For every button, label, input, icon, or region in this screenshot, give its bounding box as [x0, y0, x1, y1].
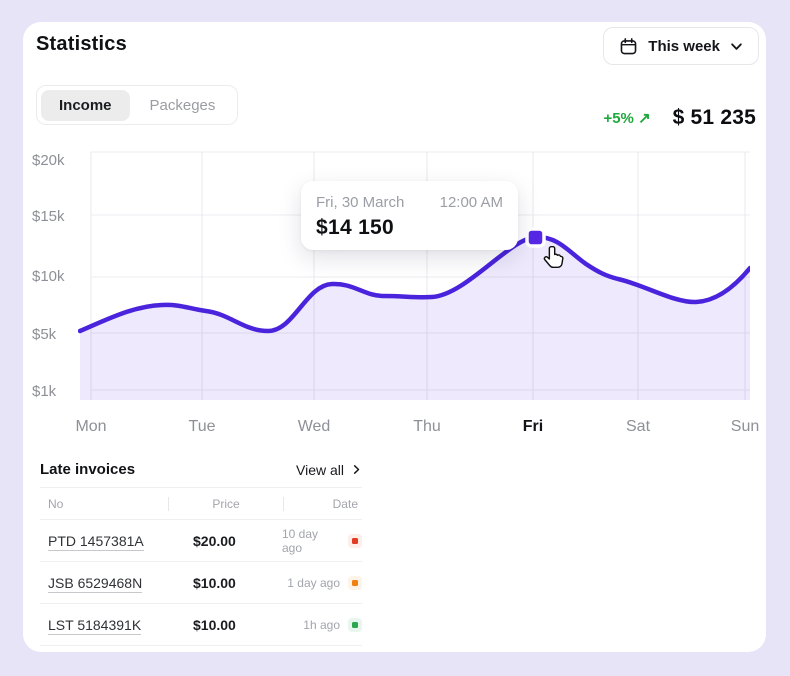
chevron-down-icon	[730, 40, 743, 53]
y-tick: $5k	[32, 326, 57, 343]
calendar-icon	[619, 37, 638, 56]
chart-line	[77, 234, 753, 334]
invoice-number-link[interactable]: JSB 6529468N	[48, 574, 143, 593]
data-point-marker	[525, 227, 546, 248]
late-invoices-title: Late invoices	[40, 461, 136, 478]
invoice-price: $10.00	[193, 574, 236, 591]
period-selector-button[interactable]: This week	[603, 27, 759, 65]
status-dot	[352, 579, 358, 586]
status-dot	[352, 537, 359, 544]
tab-packages[interactable]: Packeges	[132, 90, 234, 121]
x-tick-sat: Sat	[625, 418, 651, 435]
total-amount: $ 51 235	[672, 106, 756, 129]
table-row: LST 5184391K $10.00 1h ago	[40, 604, 362, 646]
chart-type-toggle: Income Packeges	[36, 85, 239, 125]
status-dot	[352, 621, 358, 628]
period-label: This week	[648, 37, 720, 55]
invoice-number-link[interactable]: LST 5184391K	[48, 616, 142, 635]
y-tick: $15k	[32, 208, 65, 225]
column-divider	[283, 496, 284, 511]
status-badge	[348, 533, 362, 548]
chart-tooltip: Fri, 30 March 12:00 AM $14 150	[301, 181, 518, 250]
invoice-price: $10.00	[193, 616, 236, 633]
column-price: Price	[212, 496, 240, 511]
chevron-right-icon	[351, 464, 362, 475]
column-no: No	[48, 496, 64, 511]
tooltip-time: 12:00 AM	[439, 194, 503, 211]
hand-cursor-icon	[541, 244, 568, 276]
table-row: JSB 6529468N $10.00 1 day ago	[40, 562, 362, 604]
table-row: PTD 1457381A $20.00 10 day ago	[40, 520, 362, 562]
invoice-price: $20.00	[193, 532, 236, 549]
status-badge	[348, 617, 362, 632]
late-invoices-section: Late invoices View all No Price Date PTD…	[40, 452, 362, 646]
page-title: Statistics	[36, 33, 127, 55]
invoice-number-link[interactable]: PTD 1457381A	[48, 532, 144, 551]
column-date: Date	[332, 496, 358, 511]
x-tick-wed: Wed	[297, 418, 331, 435]
x-tick-fri: Fri	[522, 418, 544, 435]
x-tick-mon: Mon	[75, 418, 107, 435]
x-tick-sun: Sun	[730, 418, 760, 435]
chart-area-fill	[80, 236, 750, 400]
view-all-button[interactable]: View all	[296, 462, 362, 478]
x-tick-tue: Tue	[188, 418, 216, 435]
invoice-date: 1 day ago	[287, 575, 340, 590]
column-divider	[168, 496, 169, 511]
y-tick: $20k	[32, 152, 65, 169]
y-tick: $10k	[32, 268, 65, 285]
invoice-table-header: No Price Date	[40, 488, 362, 520]
statistics-card: Statistics This week Income Packeges +5%…	[23, 22, 766, 652]
trend-badge: +5% ↗	[603, 110, 651, 127]
x-tick-thu: Thu	[413, 418, 441, 435]
status-badge	[348, 575, 362, 590]
tooltip-date: Fri, 30 March	[316, 194, 405, 211]
invoice-date: 1h ago	[303, 617, 340, 632]
y-tick: $1k	[32, 383, 57, 400]
tooltip-value: $14 150	[316, 216, 395, 239]
income-summary: +5% ↗ $ 51 235	[603, 106, 756, 130]
trend-up-icon: ↗	[638, 110, 651, 127]
tab-income[interactable]: Income	[41, 89, 130, 121]
invoice-date: 10 day ago	[282, 526, 319, 555]
